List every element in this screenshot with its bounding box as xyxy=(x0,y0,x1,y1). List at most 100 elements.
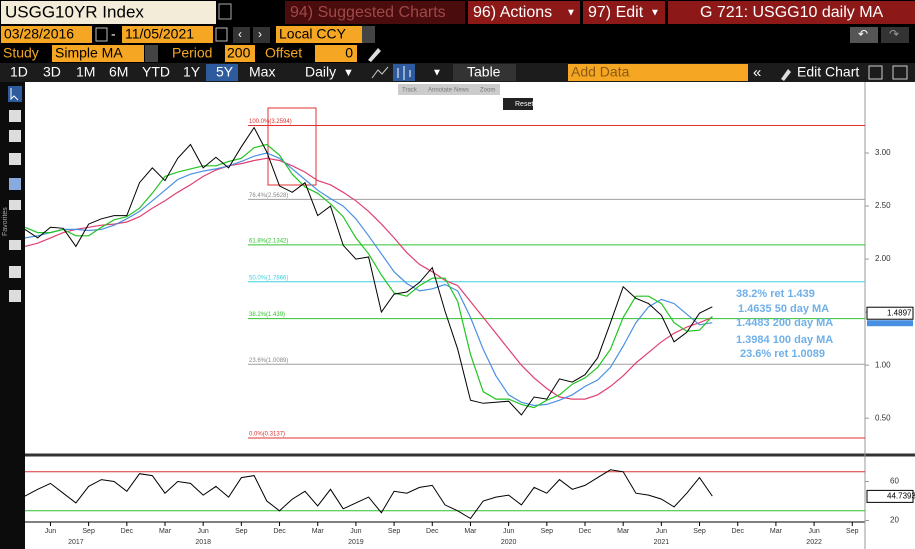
period-box[interactable] xyxy=(225,45,255,62)
year-label: 2021 xyxy=(654,539,670,546)
table-button[interactable] xyxy=(453,64,516,81)
annotation: 1.4635 50 day MA xyxy=(738,303,829,315)
selected-tab[interactable] xyxy=(206,64,238,81)
range-tab[interactable]: 6M xyxy=(109,64,128,80)
series-line xyxy=(24,152,713,407)
cursor-tool[interactable] xyxy=(8,86,22,102)
next-button[interactable] xyxy=(253,27,270,43)
year-label: 2019 xyxy=(348,539,364,546)
range-tab[interactable]: 1M xyxy=(76,64,95,80)
add-data-box[interactable] xyxy=(568,64,748,81)
x-tick-label: Sep xyxy=(693,528,706,535)
expand-icon[interactable] xyxy=(892,65,908,80)
chart-tool[interactable]: Annotate xyxy=(428,88,453,94)
x-tick-label: Sep xyxy=(846,528,859,535)
offset-value: 0 xyxy=(345,45,353,61)
tool-icon[interactable] xyxy=(9,153,21,165)
fib-label: 38.2%(1.439) xyxy=(249,312,285,318)
tool-icon[interactable] xyxy=(9,110,21,122)
last-value: 1.4897 xyxy=(887,308,912,317)
study-dropdown[interactable] xyxy=(145,45,158,62)
x-tick-label: Dec xyxy=(426,528,439,535)
x-tick-label: Dec xyxy=(121,528,134,535)
ma-tag xyxy=(867,320,913,327)
reset-button[interactable] xyxy=(503,98,533,110)
tool-icon[interactable] xyxy=(9,178,21,190)
x-tick-label: Jun xyxy=(45,528,56,535)
calendar-icon[interactable] xyxy=(215,27,228,42)
date-separator: - xyxy=(111,26,116,42)
dropdown-arrow: ▼ xyxy=(343,67,354,79)
range-tab[interactable]: 1D xyxy=(10,64,28,80)
dropdown-arrow: ▼ xyxy=(650,8,660,19)
currency-box[interactable] xyxy=(276,26,362,43)
range-tab[interactable]: Max xyxy=(249,64,275,80)
end-date: 11/05/2021 xyxy=(125,26,194,42)
tool-icon[interactable] xyxy=(9,290,21,302)
suggested-button[interactable] xyxy=(285,1,465,24)
tool-icon[interactable] xyxy=(9,200,21,210)
line-chart-icon[interactable] xyxy=(371,66,389,79)
study-box[interactable] xyxy=(52,45,144,62)
last-value-tag xyxy=(866,306,914,320)
offset-box[interactable] xyxy=(315,45,357,62)
calendar-icon[interactable] xyxy=(95,27,108,42)
currency: Local CCY xyxy=(279,26,347,42)
range-tab[interactable]: 5Y xyxy=(216,64,234,80)
frequency[interactable]: Daily xyxy=(305,64,336,80)
range-tab[interactable]: 1Y xyxy=(183,64,201,80)
x-tick-label: Mar xyxy=(312,528,325,535)
series-line xyxy=(24,469,713,520)
table-label: Table xyxy=(467,64,501,80)
chart-tool[interactable]: Track xyxy=(402,88,418,94)
start-date-box[interactable] xyxy=(1,26,92,43)
icon[interactable] xyxy=(218,3,232,20)
redo-button[interactable] xyxy=(881,27,909,43)
x-tick-label: Dec xyxy=(273,528,286,535)
cursor-icon xyxy=(10,88,19,101)
fib-label: 23.6%(1.0089) xyxy=(249,358,288,364)
edit-button[interactable] xyxy=(583,1,665,24)
collapse-icon[interactable]: « xyxy=(753,64,761,81)
range-tab[interactable]: YTD xyxy=(142,64,170,80)
chart-name: G 721: USGG10 daily MA xyxy=(700,4,884,21)
chart-tools: Track Annotate News Zoom xyxy=(402,88,495,94)
end-date-box[interactable] xyxy=(122,26,213,43)
offset-label: Offset xyxy=(265,45,302,61)
fib-label: 50.0%(1.7866) xyxy=(249,275,288,281)
last-value: 44.7393 xyxy=(887,491,915,500)
x-tick-label: Sep xyxy=(82,528,95,535)
fib-range-box xyxy=(267,107,317,186)
actions-button[interactable] xyxy=(468,1,580,24)
plot: 0.501.001.502.002.503.00100.0%(3.2594)76… xyxy=(24,119,915,546)
x-tick-label: Sep xyxy=(235,528,248,535)
y-tick-label: 0.50 xyxy=(875,413,891,422)
reset-label: Reset xyxy=(515,101,533,108)
pencil-icon[interactable] xyxy=(368,48,381,62)
ticker: USGG10YR Index xyxy=(5,2,144,21)
chart-tool[interactable]: News xyxy=(454,88,469,94)
tool-icon[interactable] xyxy=(9,130,21,142)
series-line xyxy=(24,143,713,409)
ticker-box[interactable] xyxy=(1,1,216,24)
undo-button[interactable] xyxy=(850,27,878,43)
y-tick-label: 2.50 xyxy=(875,201,891,210)
currency-dropdown[interactable] xyxy=(362,26,375,43)
period-value: 200 xyxy=(227,45,251,61)
dropdown-arrow: ▼ xyxy=(566,8,576,19)
year-label: 2018 xyxy=(195,539,211,546)
range-tab[interactable]: 3D xyxy=(43,64,61,80)
edit-chart[interactable]: Edit Chart xyxy=(797,64,859,80)
y-tick-label: 1.00 xyxy=(875,360,891,369)
tool-icon[interactable] xyxy=(9,266,21,278)
chart-tool-bar xyxy=(398,84,500,95)
settings-icon[interactable] xyxy=(868,65,883,80)
tool-icon[interactable] xyxy=(9,240,21,250)
prev-button[interactable] xyxy=(233,27,250,43)
chart-tool[interactable]: Zoom xyxy=(480,88,495,94)
y-tick-label: 2.00 xyxy=(875,254,891,263)
x-tick-label: Jun xyxy=(656,528,667,535)
dropdown-arrow: ▼ xyxy=(432,68,442,79)
fib-label: 61.8%(2.1342) xyxy=(249,238,288,244)
